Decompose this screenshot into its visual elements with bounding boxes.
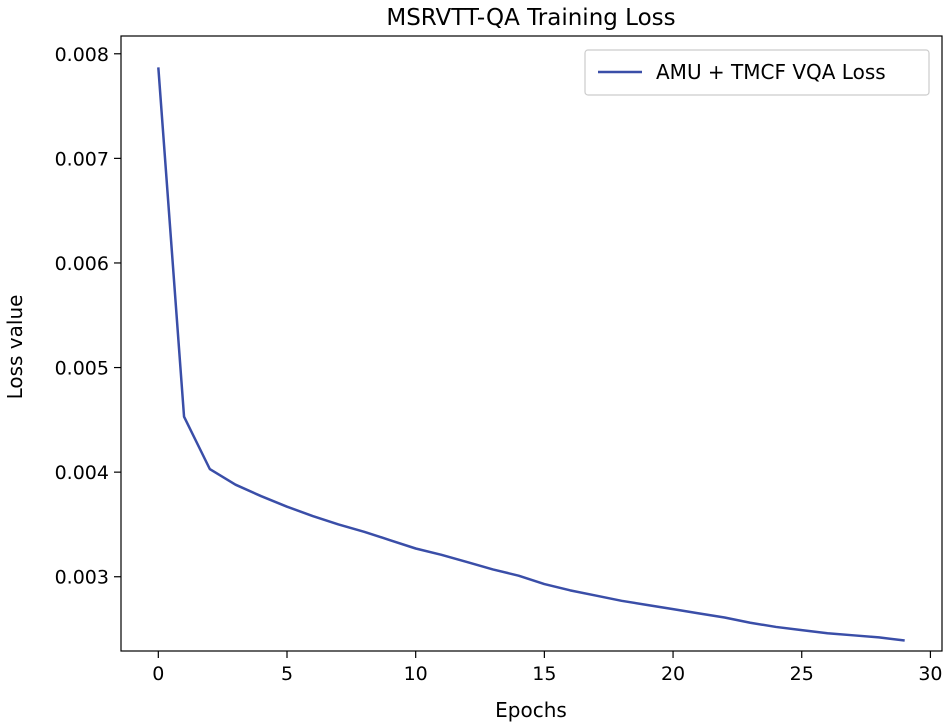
y-tick-label: 0.008 bbox=[55, 44, 109, 66]
y-axis: 0.003 0.004 0.005 0.006 0.007 0.008 bbox=[55, 44, 121, 589]
legend-entry-label: AMU + TMCF VQA Loss bbox=[656, 60, 886, 84]
x-tick-label: 5 bbox=[281, 663, 293, 685]
y-tick-label: 0.004 bbox=[55, 462, 109, 484]
y-tick-label: 0.003 bbox=[55, 567, 109, 589]
x-axis: 0 5 10 15 20 25 30 bbox=[152, 651, 943, 685]
legend: AMU + TMCF VQA Loss bbox=[584, 49, 930, 96]
series-layer bbox=[157, 67, 905, 642]
plot-frame bbox=[120, 35, 943, 652]
legend-box bbox=[584, 49, 930, 96]
y-tick-label: 0.005 bbox=[55, 358, 109, 380]
x-tick-label: 15 bbox=[532, 663, 556, 685]
y-axis-label: Loss value bbox=[3, 295, 27, 400]
x-axis-label: Epochs bbox=[495, 698, 567, 722]
y-tick-label: 0.007 bbox=[55, 148, 109, 170]
x-tick-label: 30 bbox=[918, 663, 942, 685]
plot-area bbox=[120, 35, 943, 652]
x-tick-label: 25 bbox=[790, 663, 814, 685]
chart-title: MSRVTT-QA Training Loss bbox=[386, 5, 675, 31]
series-line-0 bbox=[157, 67, 905, 642]
x-tick-label: 0 bbox=[152, 663, 164, 685]
y-tick-label: 0.006 bbox=[55, 253, 109, 275]
x-tick-label: 20 bbox=[661, 663, 685, 685]
x-tick-label: 10 bbox=[404, 663, 428, 685]
